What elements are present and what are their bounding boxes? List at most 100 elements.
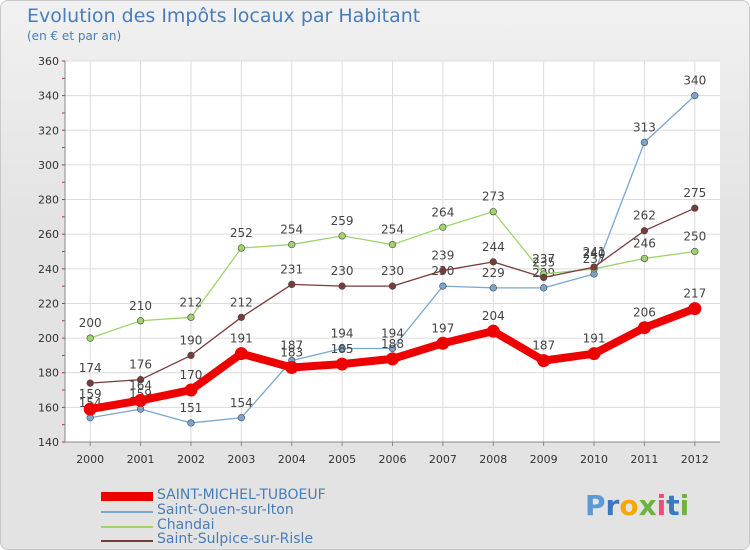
y-tick-label: 280 (38, 194, 59, 207)
legend-label: Saint-Ouen-sur-Iton (157, 502, 294, 518)
data-label: 191 (583, 332, 606, 346)
data-label: 151 (180, 401, 203, 415)
data-label: 239 (431, 249, 454, 263)
logo-letter: x (638, 489, 657, 522)
data-label: 194 (381, 326, 404, 340)
data-point (688, 302, 702, 316)
data-label: 185 (331, 342, 354, 356)
data-point (640, 254, 649, 263)
x-tick-label: 2002 (177, 453, 205, 466)
y-tick-label: 320 (38, 124, 59, 137)
y-tick-label: 340 (38, 90, 59, 103)
data-point (587, 347, 601, 361)
data-point (288, 280, 296, 289)
data-label: 340 (683, 74, 706, 88)
data-point (338, 344, 346, 353)
data-point (640, 227, 649, 235)
data-point (187, 351, 195, 360)
data-label: 264 (431, 205, 454, 219)
data-label: 230 (381, 264, 404, 278)
y-tick-label: 300 (38, 159, 59, 172)
data-label: 262 (633, 209, 656, 223)
data-label: 206 (633, 306, 656, 320)
data-point (436, 336, 450, 350)
data-label: 252 (230, 226, 253, 240)
data-point (86, 334, 94, 342)
data-label: 200 (79, 316, 102, 330)
data-label: 313 (633, 120, 656, 134)
data-point (338, 232, 346, 240)
data-label: 190 (180, 333, 203, 347)
data-label: 246 (633, 236, 656, 250)
data-point (640, 138, 649, 146)
legend-label: Chandai (157, 517, 215, 533)
data-point (134, 393, 148, 407)
data-point (237, 244, 245, 252)
data-label: 188 (381, 337, 404, 351)
data-label: 237 (532, 252, 555, 266)
x-tick-label: 2012 (681, 453, 709, 466)
x-tick-label: 2001 (127, 453, 155, 466)
data-point (234, 347, 248, 361)
proxiti-logo: Proxiti (585, 489, 689, 522)
x-tick-label: 2000 (76, 453, 104, 466)
legend-label: Saint-Sulpice-sur-Risle (157, 531, 314, 547)
data-point (388, 344, 397, 353)
data-point (86, 379, 94, 387)
data-point (691, 92, 699, 100)
data-point (136, 317, 145, 325)
data-label: 197 (431, 321, 454, 335)
logo-letter: i (679, 489, 690, 522)
data-point (187, 313, 195, 321)
x-tick-label: 2007 (429, 453, 457, 466)
data-point (590, 263, 598, 271)
data-label: 183 (280, 346, 303, 360)
data-point (83, 402, 97, 416)
data-label: 187 (532, 339, 555, 353)
data-label: 174 (79, 361, 102, 375)
data-point (187, 419, 195, 427)
data-label: 164 (129, 378, 152, 392)
x-tick-label: 2006 (379, 453, 407, 466)
legend-swatch (101, 526, 153, 528)
data-point (237, 414, 245, 422)
logo-letter: i (656, 489, 667, 522)
data-label: 194 (331, 326, 354, 340)
y-tick-label: 180 (38, 367, 59, 380)
data-point (136, 376, 145, 384)
y-tick-label: 260 (38, 228, 59, 241)
data-label: 231 (280, 262, 303, 276)
data-label: 212 (180, 295, 203, 309)
data-point (439, 282, 447, 290)
data-point (388, 282, 397, 290)
data-label: 240 (583, 247, 606, 261)
data-point (335, 357, 349, 371)
x-tick-label: 2008 (479, 453, 507, 466)
data-point (338, 282, 346, 290)
data-point (691, 247, 699, 256)
legend-swatch (101, 540, 153, 542)
data-label: 154 (230, 396, 253, 410)
data-point (540, 273, 548, 282)
logo-letter: r (605, 489, 620, 522)
data-label: 204 (482, 309, 505, 323)
data-point (691, 204, 699, 212)
y-tick-label: 200 (38, 332, 59, 345)
data-point (486, 324, 500, 338)
y-tick-label: 140 (38, 436, 59, 449)
data-point (489, 208, 497, 216)
data-label: 259 (331, 214, 354, 228)
data-point (237, 313, 245, 321)
x-tick-label: 2005 (328, 453, 356, 466)
x-tick-label: 2003 (227, 453, 255, 466)
x-tick-label: 2009 (530, 453, 558, 466)
data-label: 176 (129, 358, 152, 372)
y-tick-label: 360 (38, 55, 59, 68)
data-label: 210 (129, 299, 152, 313)
data-point (637, 321, 651, 335)
x-tick-label: 2010 (580, 453, 608, 466)
legend-label: SAINT-MICHEL-TUBOEUF (157, 487, 326, 503)
data-label: 230 (331, 264, 354, 278)
data-point (439, 223, 447, 231)
data-label: 170 (180, 368, 203, 382)
